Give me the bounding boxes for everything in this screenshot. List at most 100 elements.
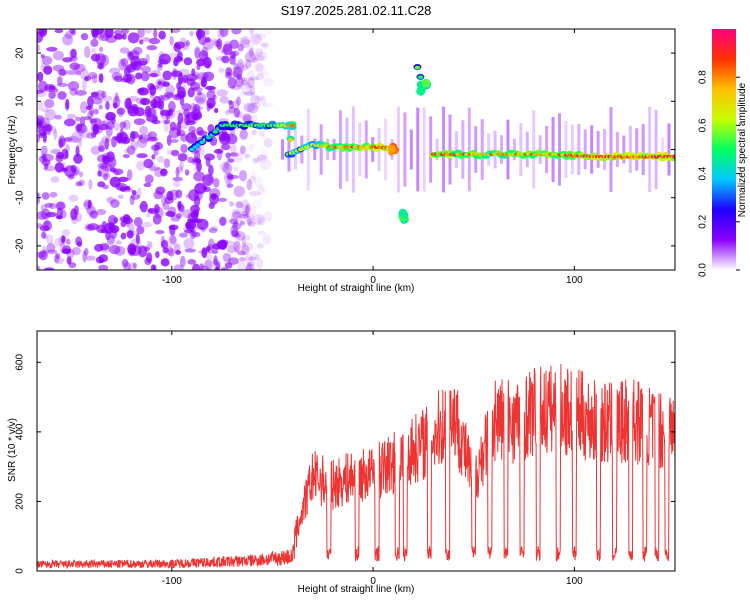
noise-blob (224, 160, 229, 170)
noise-blob (206, 97, 216, 109)
noise-blob (160, 258, 170, 267)
streak (442, 106, 446, 193)
noise-blob (91, 97, 103, 105)
noise-blob (229, 49, 237, 60)
noise-blob (152, 264, 157, 270)
noise-blob (113, 33, 124, 40)
noise-blob (114, 92, 119, 103)
noise-blob (101, 90, 107, 99)
noise-blob (160, 168, 168, 176)
noise-blob (162, 70, 172, 81)
noise-blob (156, 63, 163, 72)
noise-blob (228, 174, 240, 180)
noise-blob (194, 46, 201, 59)
noise-blob (225, 152, 231, 159)
noise-blob (196, 218, 209, 230)
noise-blob (141, 221, 153, 228)
noise-blob (223, 240, 236, 247)
noise-blob (58, 135, 66, 147)
colorbar-ticks: 0.0 0.2 0.4 0.6 0.8 (698, 70, 740, 277)
noise-blob (242, 64, 248, 72)
noise-blob (205, 85, 216, 91)
noise-blob (210, 193, 217, 201)
noise-blob (251, 101, 262, 109)
noise-blob (235, 76, 244, 88)
noise-blob (231, 211, 243, 223)
noise-blob (252, 157, 263, 163)
noise-blob (227, 245, 236, 254)
noise-blob (166, 190, 174, 201)
noise-blob (187, 258, 197, 265)
y-tick-label: 200 (15, 493, 26, 510)
noise-blob (173, 42, 181, 53)
streak (654, 109, 658, 190)
noise-blob (37, 89, 44, 94)
noise-blob (258, 244, 265, 253)
noise-blob (231, 29, 242, 35)
noise-blob (48, 202, 57, 210)
noise-blob (48, 90, 56, 100)
noise-blob (233, 185, 246, 198)
noise-blob (137, 29, 145, 39)
noise-blob (122, 133, 129, 140)
noise-blob (61, 235, 66, 244)
snr-panel: -100 0 100 0 200 400 600 Height of straight l… (7, 330, 676, 595)
noise-blob (215, 261, 221, 270)
colorbar-label: Normalized spectral amplitude (737, 82, 748, 217)
noise-blob (99, 242, 110, 251)
noise-blob (177, 112, 184, 124)
noise-blob (87, 223, 100, 231)
noise-blob (126, 169, 133, 181)
noise-blob (188, 125, 196, 134)
noise-blob (233, 221, 239, 227)
noise-blob (95, 208, 107, 216)
noise-blob (255, 73, 265, 81)
ridge-point (672, 154, 675, 160)
noise-blob (260, 149, 269, 161)
noise-blob (123, 214, 131, 222)
noise-blob (218, 131, 227, 142)
noise-blob (193, 171, 205, 182)
noise-blob (68, 194, 79, 202)
noise-blob (185, 132, 198, 144)
noise-blob (74, 89, 87, 96)
noise-blob (102, 184, 109, 190)
noise-blob (260, 42, 269, 47)
noise-blob (232, 99, 240, 111)
colorbar-gradient (712, 29, 736, 270)
noise-blob (140, 71, 150, 82)
noise-blob (258, 217, 266, 227)
noise-blob (41, 192, 50, 200)
noise-blob (169, 35, 174, 46)
y-tick-label: -20 (15, 238, 26, 253)
noise-blob (79, 101, 88, 114)
noise-blob (122, 73, 133, 83)
noise-blob (185, 120, 196, 126)
noise-blob (236, 73, 243, 81)
noise-blob (186, 73, 198, 82)
noise-blob (224, 262, 233, 269)
noise-blob (243, 91, 255, 96)
noise-blob (67, 80, 80, 91)
ridge-point (289, 123, 296, 128)
streak (545, 125, 549, 174)
colorbar-tick-label: 0.0 (698, 263, 709, 277)
noise-blob (243, 212, 254, 222)
noise-blob (56, 76, 63, 86)
x-tick-label: 0 (370, 275, 376, 286)
noise-blob (170, 29, 181, 34)
noise-blob (256, 33, 267, 40)
noise-blob (246, 234, 251, 241)
spectrogram-x-label: Height of straight line (km) (298, 283, 415, 294)
noise-blob (251, 169, 257, 181)
noise-blob (139, 125, 149, 135)
snr-y-ticks: 0 200 400 600 (15, 354, 675, 574)
noise-blob (247, 221, 256, 227)
noise-blob (138, 134, 144, 140)
noise-blob (37, 265, 41, 270)
noise-blob (62, 57, 73, 63)
colorbar-tick-label: 0.4 (698, 166, 709, 180)
noise-blob (166, 93, 174, 98)
noise-blob (136, 136, 148, 148)
noise-blob (186, 77, 196, 86)
